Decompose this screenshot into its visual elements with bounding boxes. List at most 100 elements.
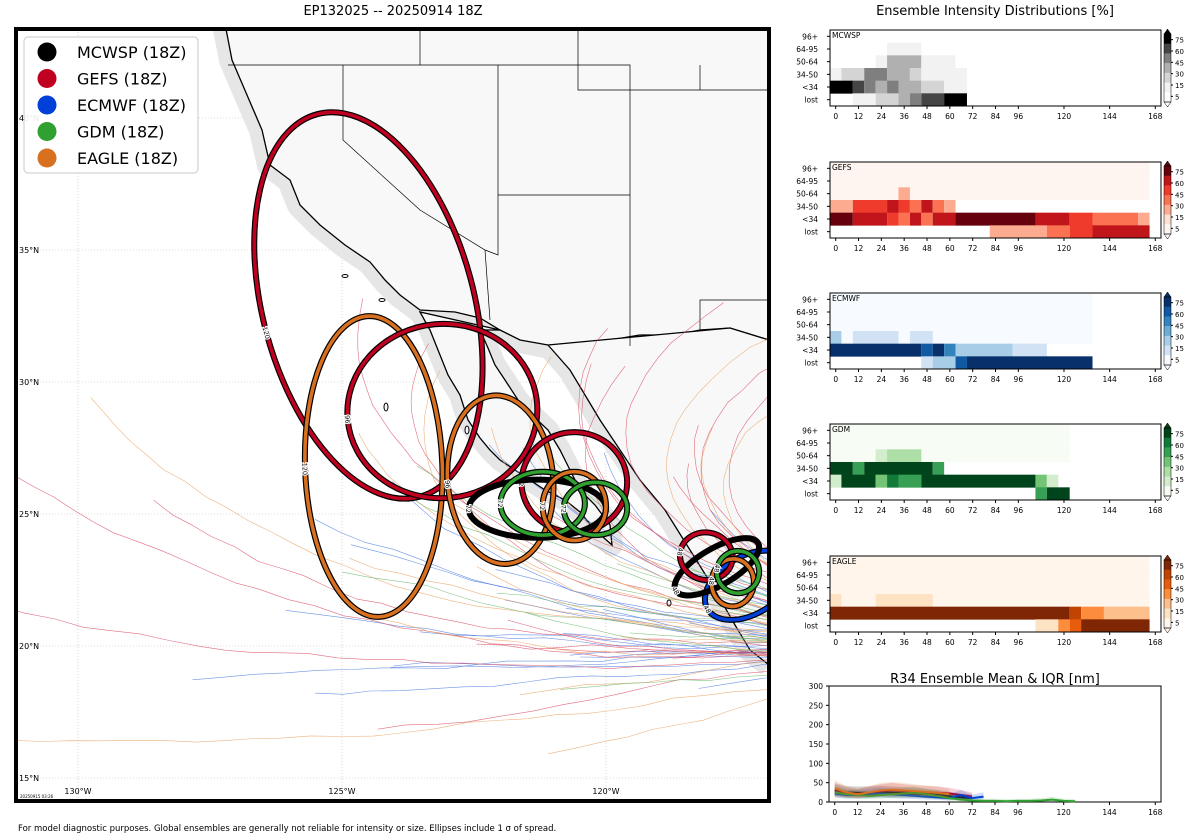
ellipse-outline (898, 627, 949, 671)
dist-row-label: 96+ (802, 295, 818, 304)
ensemble-track (16, 610, 769, 670)
colorbar-arrow-top (1163, 422, 1172, 429)
ensemble-track (562, 633, 769, 654)
colorbar-arrow-bottom (1163, 495, 1172, 502)
colorbar-label: 30 (1175, 203, 1184, 211)
island (341, 274, 349, 278)
dist-panel-mcwsp: MCWSP 96+ 64-95 50-64 34-50 <34 lost 0 12 24 36 48 6… (796, 28, 1184, 121)
dist-cell (921, 356, 933, 370)
ensemble-track (315, 664, 769, 695)
dist-cell (830, 462, 853, 475)
legend-label: EAGLE (18Z) (77, 149, 178, 168)
r34-y-label: 300 (809, 682, 824, 691)
colorbar-segment (1164, 476, 1171, 487)
ensemble-track (392, 481, 769, 638)
ensemble-track (393, 660, 769, 668)
ensemble-track (507, 619, 769, 656)
dist-cell (989, 225, 1047, 239)
ellipse-mcwsp: 48 (669, 535, 763, 599)
dist-title: Ensemble Intensity Distributions [%] (876, 4, 1114, 19)
ellipse-ring (561, 480, 629, 537)
dist-cell (864, 80, 876, 94)
ensemble-track (90, 397, 769, 631)
dist-panel-name: ECMWF (832, 294, 860, 303)
dist-row-label: 64-95 (796, 439, 818, 448)
ensemble-track (643, 649, 769, 655)
ensemble-track (692, 569, 769, 597)
colorbar-arrow-bottom (1163, 364, 1172, 371)
dist-cell (887, 42, 922, 56)
colorbar-label: 5 (1175, 225, 1179, 233)
dist-x-label: 36 (899, 375, 909, 384)
colorbar-segment (1164, 214, 1171, 225)
dist-cell (1046, 225, 1070, 239)
dist-x-label: 24 (877, 506, 887, 515)
colorbar-label: 45 (1175, 585, 1184, 593)
dist-x-label: 60 (945, 244, 955, 253)
dist-cell (921, 80, 945, 94)
dist-cell (1058, 619, 1070, 633)
r34-y-label: 250 (809, 701, 824, 710)
dist-cell (830, 187, 1150, 201)
ensemble-track (686, 463, 769, 580)
colorbar-segment (1164, 447, 1171, 458)
colorbar-frame (1163, 559, 1172, 629)
dist-cell (955, 212, 1036, 226)
dist-cell (921, 93, 945, 107)
map-title: EP132025 -- 20250914 18Z (303, 4, 482, 19)
dist-cell (909, 212, 922, 226)
dist-cell (909, 68, 922, 81)
ellipse-hour-label: 12 (997, 651, 1007, 662)
dist-x-label: 84 (991, 375, 1001, 384)
dist-cell (830, 212, 853, 226)
dist-cell (898, 474, 922, 488)
colorbar-segment (1164, 457, 1171, 468)
dist-row-label: lost (804, 622, 818, 631)
lat-label: 20°N (19, 642, 39, 651)
colorbar-label: 45 (1175, 322, 1184, 330)
ensemble-track (603, 609, 769, 640)
r34-mean-line (834, 791, 1076, 803)
dist-x-label: 0 (833, 112, 838, 121)
dist-x-label: 12 (854, 506, 864, 515)
colorbar-segment (1164, 326, 1171, 337)
colorbar-segment (1164, 53, 1171, 64)
dist-cell (875, 449, 888, 463)
colorbar-segment (1164, 72, 1171, 83)
dist-row-label: 34-50 (796, 333, 818, 342)
ensemble-track (390, 652, 769, 668)
dist-cell (887, 449, 922, 463)
dist-x-label: 24 (877, 244, 887, 253)
dist-row-label: 50-64 (796, 58, 818, 67)
colorbar-label: 60 (1175, 442, 1184, 450)
dist-row-label: 64-95 (796, 45, 818, 54)
legend-marker (37, 122, 57, 141)
dist-cell (1081, 619, 1150, 633)
dist-x-label: 36 (899, 638, 909, 647)
dist-cell (1069, 212, 1093, 226)
r34-x-label: 48 (922, 808, 932, 817)
colorbar-label: 30 (1175, 597, 1184, 605)
r34-x-label: 60 (944, 808, 954, 817)
dist-cell (1035, 619, 1059, 633)
dist-x-label: 48 (922, 244, 932, 253)
colorbar-segment (1164, 166, 1171, 177)
ensemble-track (547, 647, 769, 655)
dist-x-label: 144 (1102, 506, 1117, 515)
colorbar-label: 75 (1175, 300, 1184, 308)
dist-cell (875, 594, 933, 607)
dist-row-label: 96+ (802, 426, 818, 435)
colorbar-segment (1164, 355, 1171, 366)
ensemble-track (688, 622, 769, 635)
dist-x-label: 120 (1057, 112, 1072, 121)
legend-label: MCWSP (18Z) (77, 43, 187, 62)
r34-y-label: 200 (809, 721, 824, 730)
dist-row-label: 50-64 (796, 321, 818, 330)
dist-cell (864, 68, 888, 81)
colorbar-segment (1164, 82, 1171, 93)
ellipse-hour-label: 0 (1125, 658, 1132, 667)
r34-x-label: 120 (1057, 808, 1072, 817)
